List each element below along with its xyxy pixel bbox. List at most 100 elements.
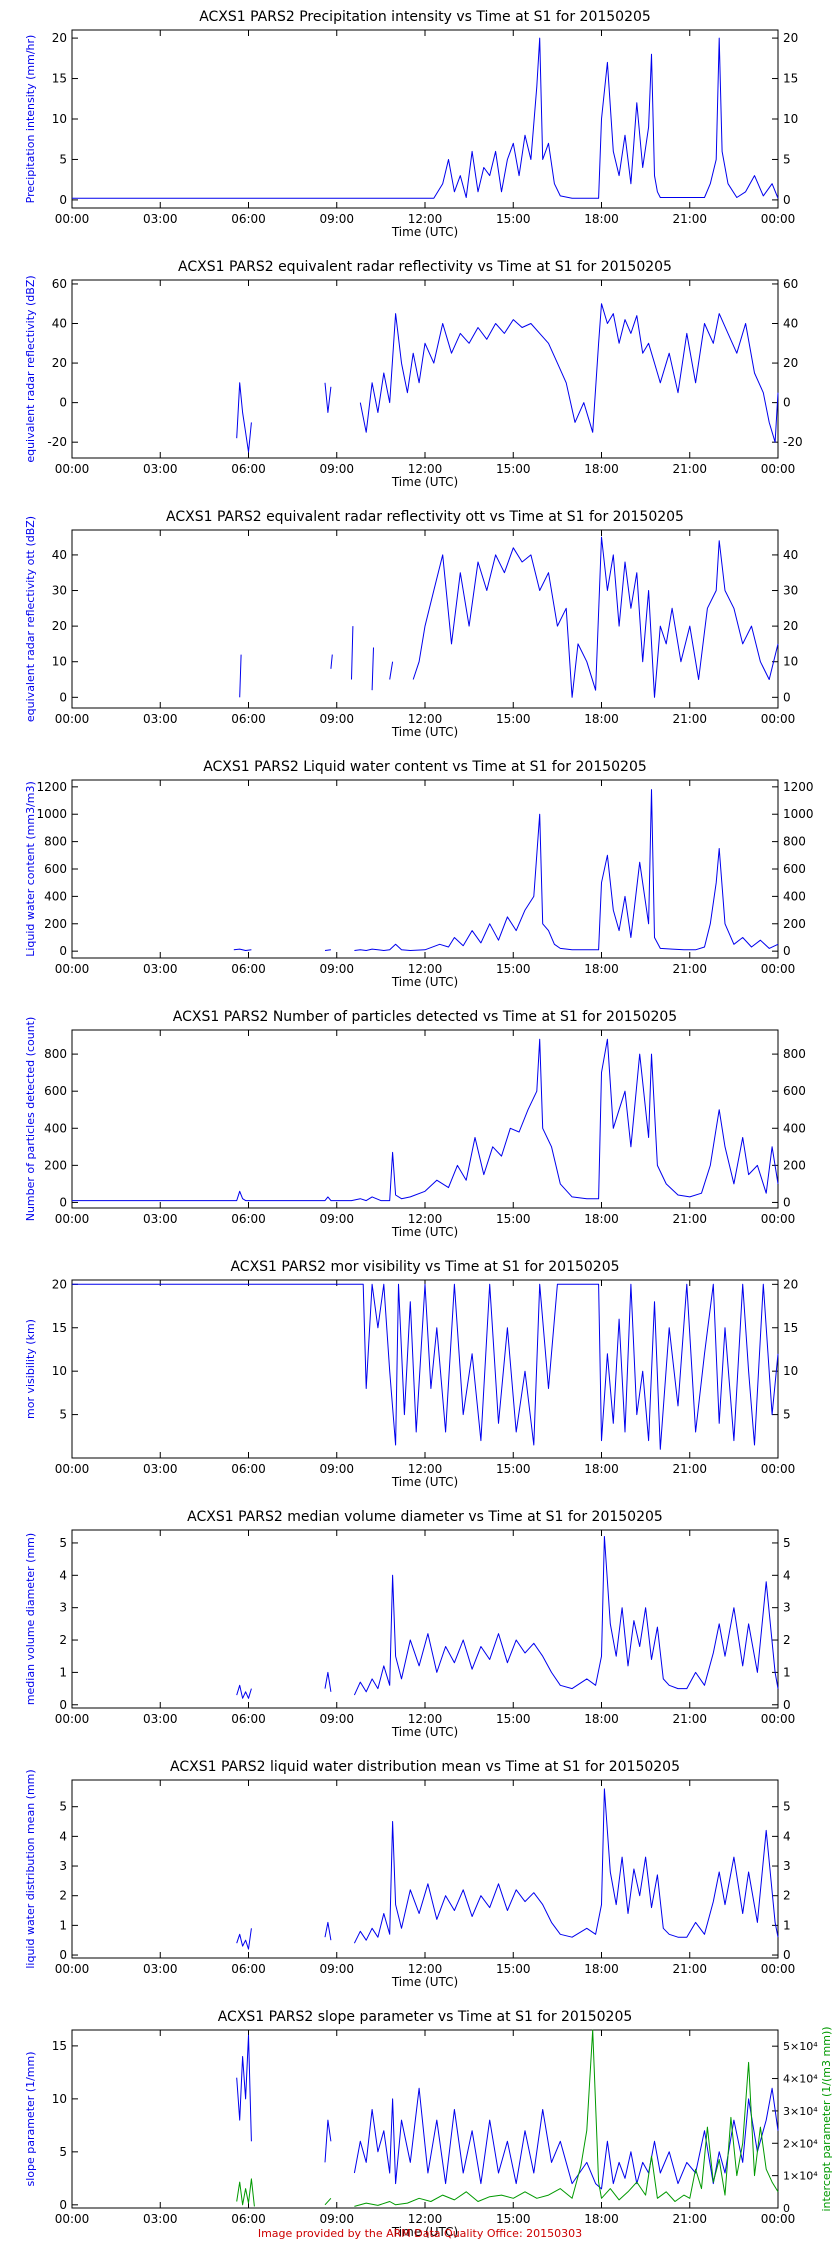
- data-credit: Image provided by the ARM Data Quality O…: [257, 2227, 583, 2240]
- y-tick-label-right: 0: [783, 944, 791, 958]
- x-tick-label: 15:00: [496, 212, 531, 226]
- x-tick-label: 21:00: [672, 962, 707, 976]
- chart-panel-6: ACXS1 PARS2 mor visibility vs Time at S1…: [24, 1259, 798, 1489]
- y-tick-label-right: 5: [783, 1536, 791, 1550]
- x-axis-label: Time (UTC): [391, 725, 458, 739]
- series-line: [72, 1038, 779, 1202]
- x-tick-label: 06:00: [231, 2212, 266, 2226]
- x-tick-label: 21:00: [672, 462, 707, 476]
- y-tick-label-right: 0: [783, 1698, 791, 1712]
- x-tick-label: 03:00: [143, 212, 178, 226]
- y-tick-label-right: 2: [783, 1889, 791, 1903]
- y-tick-label: 40: [52, 317, 67, 331]
- x-tick-label: 03:00: [143, 1212, 178, 1226]
- x-axis-label: Time (UTC): [391, 1975, 458, 1989]
- y-tick-label-right: 15: [783, 1321, 798, 1335]
- x-tick-label: 15:00: [496, 1962, 531, 1976]
- x-tick-label: 00:00: [55, 1712, 90, 1726]
- y-tick-label: 4: [59, 1829, 67, 1843]
- y-tick-label: 1: [59, 1918, 67, 1932]
- x-tick-label: 09:00: [319, 1712, 354, 1726]
- y-tick-label: 200: [44, 917, 67, 931]
- x-tick-label: 18:00: [584, 1462, 619, 1476]
- series-line-secondary: [236, 2029, 779, 2207]
- y-tick-label-right: 10: [783, 655, 798, 669]
- y-tick-label: 2: [59, 1633, 67, 1647]
- y-axis-label: Liquid water content (mm3/m3): [24, 781, 37, 957]
- chart-panel-5: ACXS1 PARS2 Number of particles detected…: [24, 1009, 806, 1239]
- x-tick-label: 06:00: [231, 212, 266, 226]
- x-tick-label: 06:00: [231, 462, 266, 476]
- x-tick-label: 03:00: [143, 962, 178, 976]
- y-tick-label-right: 20: [783, 356, 798, 370]
- x-tick-label: 21:00: [672, 712, 707, 726]
- y-tick-label: 10: [52, 1364, 67, 1378]
- x-tick-label: 18:00: [584, 1712, 619, 1726]
- y-tick-label-right: 0: [783, 193, 791, 207]
- y-tick-label-right: 20: [783, 619, 798, 633]
- y-tick-label: 0: [59, 1698, 67, 1712]
- x-tick-label: 18:00: [584, 962, 619, 976]
- plot-frame: [71, 1279, 779, 1459]
- y-tick-label: 3: [59, 1859, 67, 1873]
- y-axis-label: Number of particles detected (count): [24, 1017, 37, 1222]
- y-tick-label-right: 20: [783, 1277, 798, 1291]
- x-tick-label: 15:00: [496, 712, 531, 726]
- y-tick-label-right: 1200: [783, 780, 814, 794]
- x-tick-label: 00:00: [55, 1962, 90, 1976]
- x-tick-label: 12:00: [408, 712, 443, 726]
- y-tick-label-right: 30: [783, 584, 798, 598]
- x-tick-label: 15:00: [496, 1212, 531, 1226]
- x-tick-label: 00:00: [55, 712, 90, 726]
- y-tick-label: 15: [52, 2039, 67, 2053]
- y-tick-label-right: 20: [783, 31, 798, 45]
- x-tick-label: 06:00: [231, 962, 266, 976]
- y-tick-label: 60: [52, 277, 67, 291]
- x-tick-label: 15:00: [496, 1462, 531, 1476]
- y-tick-label-right: 200: [783, 917, 806, 931]
- plot-frame: [71, 779, 779, 959]
- x-tick-label: 15:00: [496, 462, 531, 476]
- y-axis-label: equivalent radar reflectivity (dBZ): [24, 275, 37, 462]
- series-line: [236, 2034, 779, 2190]
- plot-frame: [71, 1029, 779, 1209]
- chart-title: ACXS1 PARS2 slope parameter vs Time at S…: [218, 2009, 633, 2025]
- x-axis-label: Time (UTC): [391, 475, 458, 489]
- x-tick-label: 03:00: [143, 462, 178, 476]
- y-tick-label-right: 0: [783, 396, 791, 410]
- y-tick-label-right: 15: [783, 72, 798, 86]
- chart-title: ACXS1 PARS2 Liquid water content vs Time…: [203, 759, 647, 775]
- x-tick-label: 12:00: [408, 212, 443, 226]
- plot-frame: [71, 1529, 779, 1709]
- x-tick-label: 00:00: [55, 462, 90, 476]
- y-tick-label-right: 600: [783, 862, 806, 876]
- x-tick-label: 12:00: [408, 1462, 443, 1476]
- x-tick-label: 21:00: [672, 212, 707, 226]
- y-tick-label: 15: [52, 72, 67, 86]
- x-tick-label: 21:00: [672, 1462, 707, 1476]
- y-tick-label-right: 3: [783, 1601, 791, 1615]
- x-tick-label: 15:00: [496, 1712, 531, 1726]
- y-tick-label-right: 2: [783, 1633, 791, 1647]
- x-axis-label: Time (UTC): [391, 1725, 458, 1739]
- y-tick-label: 20: [52, 1277, 67, 1291]
- chart-panel-7: ACXS1 PARS2 median volume diameter vs Ti…: [24, 1509, 795, 1739]
- y-tick-label-right: 4: [783, 1829, 791, 1843]
- y-tick-label-right: 1: [783, 1918, 791, 1932]
- y-tick-label-right: 0: [783, 1948, 791, 1962]
- x-tick-label: 06:00: [231, 1712, 266, 1726]
- x-tick-label: 09:00: [319, 2212, 354, 2226]
- y-tick-label: 0: [59, 1948, 67, 1962]
- y-tick-label: 4: [59, 1568, 67, 1582]
- plot-frame: [71, 279, 779, 459]
- chart-title: ACXS1 PARS2 Precipitation intensity vs T…: [199, 9, 651, 25]
- y-axis-label: slope parameter (1/mm): [24, 2051, 37, 2186]
- x-tick-label: 06:00: [231, 1462, 266, 1476]
- x-tick-label: 00:00: [55, 962, 90, 976]
- y-tick-label: 10: [52, 655, 67, 669]
- series-line: [236, 1788, 779, 1950]
- x-tick-label: 18:00: [584, 1212, 619, 1226]
- y-tick-label: 0: [59, 1195, 67, 1209]
- x-tick-label: 00:00: [761, 962, 796, 976]
- y-tick-label: 0: [59, 2198, 67, 2212]
